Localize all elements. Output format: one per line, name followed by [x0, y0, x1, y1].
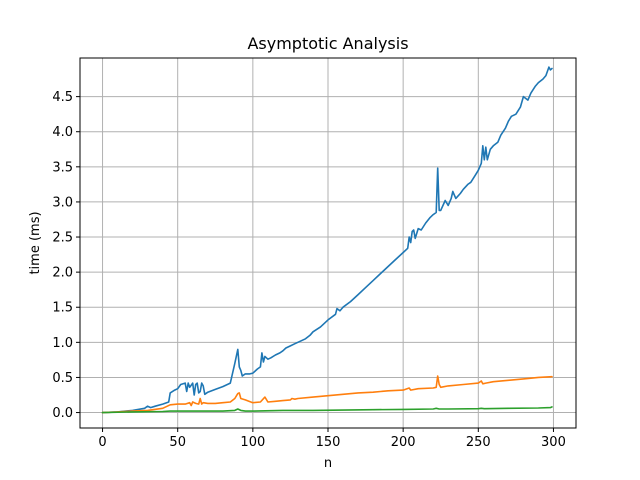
chart-title: Asymptotic Analysis: [247, 34, 408, 53]
x-tick-label: 150: [316, 435, 341, 450]
x-tick-label: 300: [541, 435, 566, 450]
y-tick-label: 3.5: [52, 160, 73, 175]
y-tick-label: 4.0: [52, 125, 73, 140]
x-axis-label: n: [324, 456, 332, 471]
series-line-3: [101, 406, 553, 414]
x-tick-label: 0: [98, 435, 106, 450]
x-tick-label: 50: [169, 435, 186, 450]
y-tick-label: 4.5: [52, 90, 73, 105]
x-tick-label: 200: [391, 435, 416, 450]
y-tick-label: 1.0: [52, 336, 73, 351]
series-layer: [101, 66, 553, 414]
y-tick-label: 0.5: [52, 371, 73, 386]
y-tick-label: 2.5: [52, 231, 73, 246]
x-tick-label: 250: [466, 435, 491, 450]
series-line-1: [101, 66, 553, 414]
y-tick-label: 0.0: [52, 406, 73, 421]
y-tick-label: 1.5: [52, 301, 73, 316]
x-tick-label: 100: [240, 435, 265, 450]
y-axis-label: time (ms): [28, 211, 43, 274]
y-tick-label: 3.0: [52, 195, 73, 210]
series-line-2: [101, 375, 553, 414]
grid: [80, 58, 576, 428]
x-axis: 0 50 100 150 200 250 300: [98, 428, 566, 450]
y-tick-label: 2.0: [52, 266, 73, 281]
y-axis: 0.0 0.5 1.0 1.5 2.0 2.5 3.0 3.5 4.0 4.5: [52, 90, 80, 421]
